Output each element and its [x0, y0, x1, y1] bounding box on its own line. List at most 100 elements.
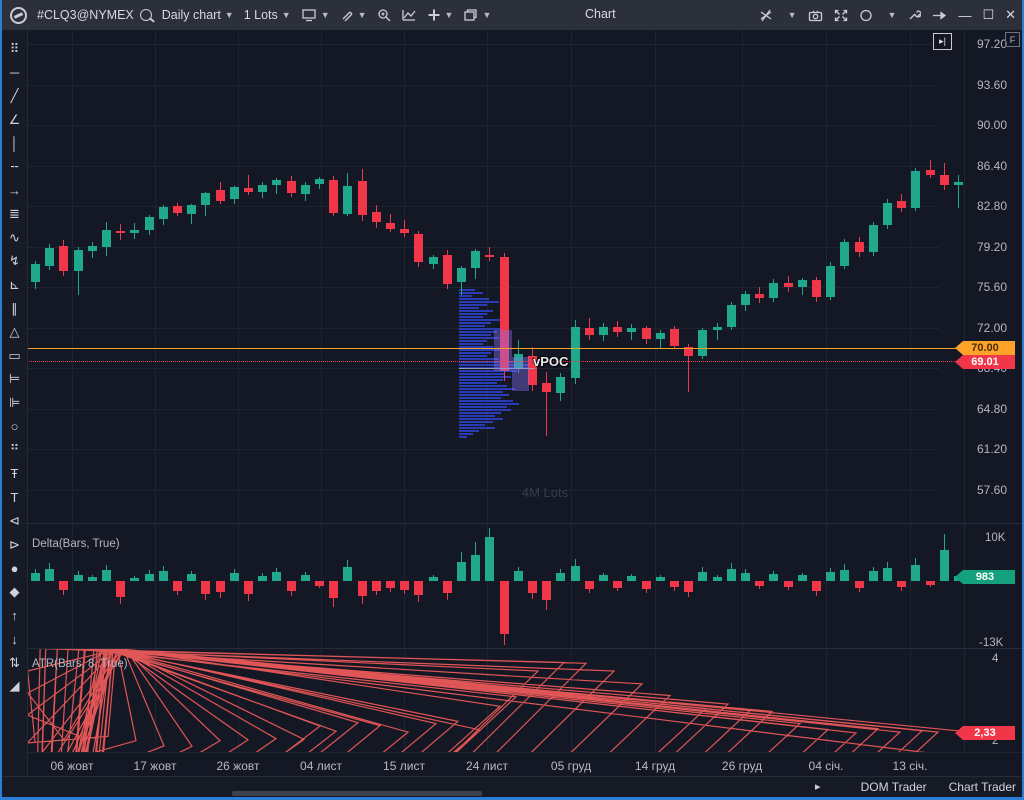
- chart-style-button[interactable]: [401, 8, 417, 22]
- text-tool-icon[interactable]: T: [10, 489, 19, 505]
- price-label-right-tool-icon[interactable]: ⊳: [9, 536, 20, 552]
- angle-tool-icon[interactable]: ∠: [8, 111, 21, 127]
- chevron-down-icon[interactable]: ▼: [787, 10, 797, 20]
- candle-wick: [191, 203, 193, 225]
- arrow-down-marker-tool-icon[interactable]: ↓: [11, 631, 18, 647]
- price-axis-label: 93.60: [977, 77, 1008, 92]
- trend-line-tool-icon[interactable]: ╱: [10, 88, 19, 104]
- diamond-marker-tool-icon[interactable]: ◆: [9, 583, 20, 599]
- gridline-horizontal: [27, 84, 939, 86]
- atr-line-chart: [27, 648, 959, 752]
- fib-levels-tool-icon[interactable]: ≣: [9, 206, 20, 222]
- drag-handle-icon[interactable]: ⠿: [9, 41, 20, 56]
- minimize-button[interactable]: —: [958, 7, 972, 23]
- dot-marker-tool-icon[interactable]: ●: [10, 560, 19, 576]
- volume-profile-row: [459, 334, 491, 336]
- lots-selector[interactable]: 1 Lots ▼: [244, 8, 291, 22]
- scale-tool-icon[interactable]: ⇅: [9, 654, 20, 670]
- gridline-vertical: [404, 30, 405, 752]
- gridline-vertical: [910, 30, 911, 752]
- anchored-text-tool-icon[interactable]: Ŧ: [10, 466, 19, 482]
- delta-bar: [613, 581, 623, 588]
- symbol-selector[interactable]: #CLQ3@NYMEX: [37, 8, 152, 22]
- panel-separator[interactable]: [27, 523, 1022, 524]
- rectangle-tool-icon[interactable]: ▭: [8, 347, 21, 363]
- volume-profile-row: [459, 361, 513, 363]
- time-axis-label: 13 січ.: [892, 759, 928, 773]
- volume-profile-row: [459, 409, 511, 411]
- candle: [485, 254, 495, 257]
- price-label-left-tool-icon[interactable]: ⊲: [9, 513, 20, 528]
- dots-tool-icon[interactable]: ⠛: [9, 442, 20, 458]
- price-axis-label: 57.60: [977, 482, 1008, 497]
- composite-profile-tool-icon[interactable]: ⊫: [8, 395, 21, 410]
- ruler-tool-icon[interactable]: ⊾: [9, 277, 20, 292]
- chevron-down-icon: ▼: [357, 10, 367, 20]
- delta-bar: [826, 572, 836, 581]
- pin-button[interactable]: [932, 9, 947, 22]
- panel-separator[interactable]: [27, 648, 1022, 649]
- display-mode-button[interactable]: ▼: [301, 8, 330, 22]
- delta-bar: [726, 569, 736, 581]
- parallel-channel-tool-icon[interactable]: ∥: [11, 300, 18, 316]
- fullscreen-button[interactable]: [834, 9, 848, 22]
- candle: [215, 190, 225, 201]
- zoom-button[interactable]: [377, 8, 391, 22]
- delta-bar: [343, 567, 353, 581]
- auto-settings-button[interactable]: [907, 9, 922, 22]
- delta-bar: [59, 581, 69, 591]
- chevron-down-icon[interactable]: ▼: [887, 10, 897, 20]
- close-button[interactable]: ✕: [1005, 7, 1016, 22]
- candle: [102, 229, 111, 247]
- price-level-line[interactable]: [27, 348, 964, 349]
- volume-profile-tool-icon[interactable]: ⊨: [8, 371, 21, 387]
- app-logo[interactable]: [10, 6, 27, 24]
- go-to-latest-button[interactable]: ▸|: [933, 33, 952, 50]
- marker-color-button[interactable]: [859, 9, 873, 22]
- delta-axis-min: -13K: [979, 637, 1004, 649]
- delta-bar: [329, 581, 339, 599]
- time-axis-label: 04 лист: [300, 759, 342, 773]
- time-axis-label: 15 лист: [383, 759, 425, 773]
- collapse-toolbar-icon[interactable]: ◢: [9, 678, 20, 694]
- draw-tools-button[interactable]: ▼: [340, 8, 367, 22]
- time-axis[interactable]: 06 жовт 17 жовт 26 жовт 04 лист 15 лист 24 ли…: [27, 752, 1022, 777]
- candle: [542, 382, 552, 392]
- tab-scroll-arrow-icon[interactable]: ▸: [815, 781, 821, 793]
- maximize-button[interactable]: ☐: [982, 7, 995, 22]
- polyline-tool-icon[interactable]: ∿: [9, 229, 20, 245]
- delta-bar: [229, 573, 239, 581]
- price-level-line[interactable]: [27, 361, 964, 362]
- candle: [670, 328, 679, 346]
- atas-logo-icon: [10, 6, 27, 24]
- candle: [925, 170, 935, 175]
- time-axis-label: 24 лист: [466, 759, 508, 773]
- arrow-tool-icon[interactable]: →: [8, 183, 21, 199]
- cluster-highlight: [494, 330, 512, 371]
- time-axis-label: 05 груд: [550, 759, 592, 773]
- arrow-up-marker-tool-icon[interactable]: ↑: [11, 607, 18, 623]
- crosshair-off-icon: [760, 9, 771, 21]
- arrow-marker-tool-icon[interactable]: ↯: [9, 253, 20, 269]
- gridline-horizontal: [27, 206, 939, 208]
- tab-dom-trader[interactable]: DOM Trader: [860, 780, 927, 794]
- tab-chart-trader[interactable]: Chart Trader: [948, 780, 1016, 794]
- vertical-line-tool-icon[interactable]: │: [10, 135, 19, 151]
- crosshair-sync-button[interactable]: [759, 9, 773, 22]
- delta-bar: [641, 581, 651, 590]
- screenshot-button[interactable]: [808, 9, 823, 22]
- delta-bar: [442, 581, 452, 594]
- horizontal-scrollbar[interactable]: [232, 791, 482, 796]
- chevron-down-icon: ▼: [320, 10, 330, 20]
- triangle-tool-icon[interactable]: △: [9, 324, 20, 340]
- chart-area[interactable]: ▸| F Delta(Bars, True) ATR(Bars, 8, True…: [27, 30, 1022, 776]
- f-badge[interactable]: F: [1005, 32, 1020, 47]
- circle-tool-icon[interactable]: ○: [10, 419, 19, 435]
- candle: [130, 229, 140, 234]
- timeframe-selector[interactable]: Daily chart ▼: [162, 8, 234, 22]
- add-indicator-button[interactable]: ▼: [427, 8, 453, 22]
- delta-bar: [883, 568, 892, 581]
- horizontal-ray-tool-icon[interactable]: ╌: [10, 159, 19, 174]
- layout-button[interactable]: ▼: [463, 8, 491, 22]
- horizontal-line-tool-icon[interactable]: ─: [9, 65, 20, 81]
